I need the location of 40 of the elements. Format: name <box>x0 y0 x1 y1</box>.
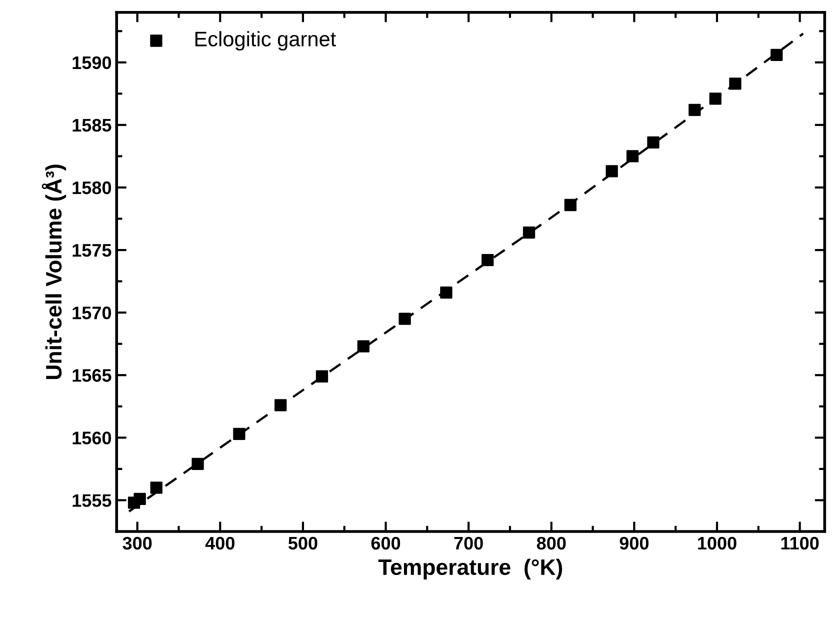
point <box>647 136 660 149</box>
point <box>150 482 162 494</box>
x-tick-label: 900 <box>620 536 649 550</box>
y-tick-label: 1580 <box>72 181 112 194</box>
point <box>688 104 701 116</box>
y-tick-label: 1560 <box>72 432 112 444</box>
y-axis-title: Unit-cell Volume (Å³) <box>42 164 66 380</box>
legend-label: Eclogitic garnet <box>195 31 336 51</box>
y-tick-label: 1570 <box>72 306 112 320</box>
point <box>482 254 494 266</box>
x-tick-label: 1100 <box>781 536 819 550</box>
x-tick-label: 700 <box>454 536 483 550</box>
point <box>770 48 783 61</box>
x-tick-label: 800 <box>536 536 566 550</box>
y-tick-label: 1555 <box>72 494 112 507</box>
point <box>606 165 618 178</box>
point <box>522 226 536 239</box>
point <box>626 150 639 162</box>
point <box>233 428 246 440</box>
point <box>564 198 577 212</box>
point <box>709 92 722 105</box>
y-tick-label: 1590 <box>72 56 112 70</box>
point <box>316 370 328 382</box>
point <box>134 492 146 506</box>
point <box>274 399 287 412</box>
y-tick-label: 1585 <box>72 118 112 132</box>
point <box>729 78 742 90</box>
point <box>398 312 411 325</box>
line-series <box>128 32 804 513</box>
point <box>357 340 370 352</box>
x-tick-label: 500 <box>288 536 318 550</box>
x-tick-label: 1000 <box>698 536 736 550</box>
x-tick-label: 600 <box>371 536 400 550</box>
y-tick-label: 1565 <box>72 369 112 382</box>
y-tick-label: 1575 <box>72 244 112 257</box>
x-tick-label: 400 <box>205 536 234 550</box>
point <box>192 458 204 470</box>
x-tick-label: 300 <box>122 536 152 550</box>
x-axis-title: Temperature (°K) <box>378 558 562 580</box>
point <box>440 286 452 299</box>
